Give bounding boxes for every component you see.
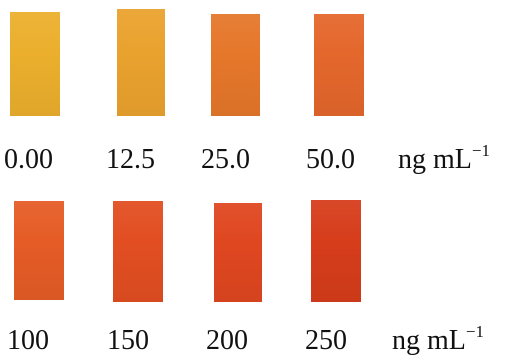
unit-label: ng mL−1 xyxy=(392,323,484,356)
color-swatch xyxy=(311,200,361,302)
color-swatch xyxy=(214,203,262,302)
color-swatch xyxy=(117,9,165,116)
color-swatch xyxy=(10,12,60,116)
concentration-label: 150 xyxy=(107,325,149,356)
concentration-label: 250 xyxy=(305,325,347,356)
unit-exponent: −1 xyxy=(465,322,484,341)
concentration-label: 12.5 xyxy=(106,144,155,175)
color-swatch xyxy=(14,201,64,300)
unit-label: ng mL−1 xyxy=(398,142,490,175)
concentration-label: 100 xyxy=(7,325,49,356)
unit-base: ng mL xyxy=(392,325,466,356)
concentration-label: 200 xyxy=(206,325,248,356)
color-swatch xyxy=(314,14,364,116)
concentration-label: 25.0 xyxy=(201,144,250,175)
unit-exponent: −1 xyxy=(471,141,490,160)
concentration-label: 0.00 xyxy=(4,144,53,175)
color-swatch xyxy=(211,14,260,116)
color-swatch xyxy=(113,201,163,302)
unit-base: ng mL xyxy=(398,144,472,175)
concentration-label: 50.0 xyxy=(306,144,355,175)
